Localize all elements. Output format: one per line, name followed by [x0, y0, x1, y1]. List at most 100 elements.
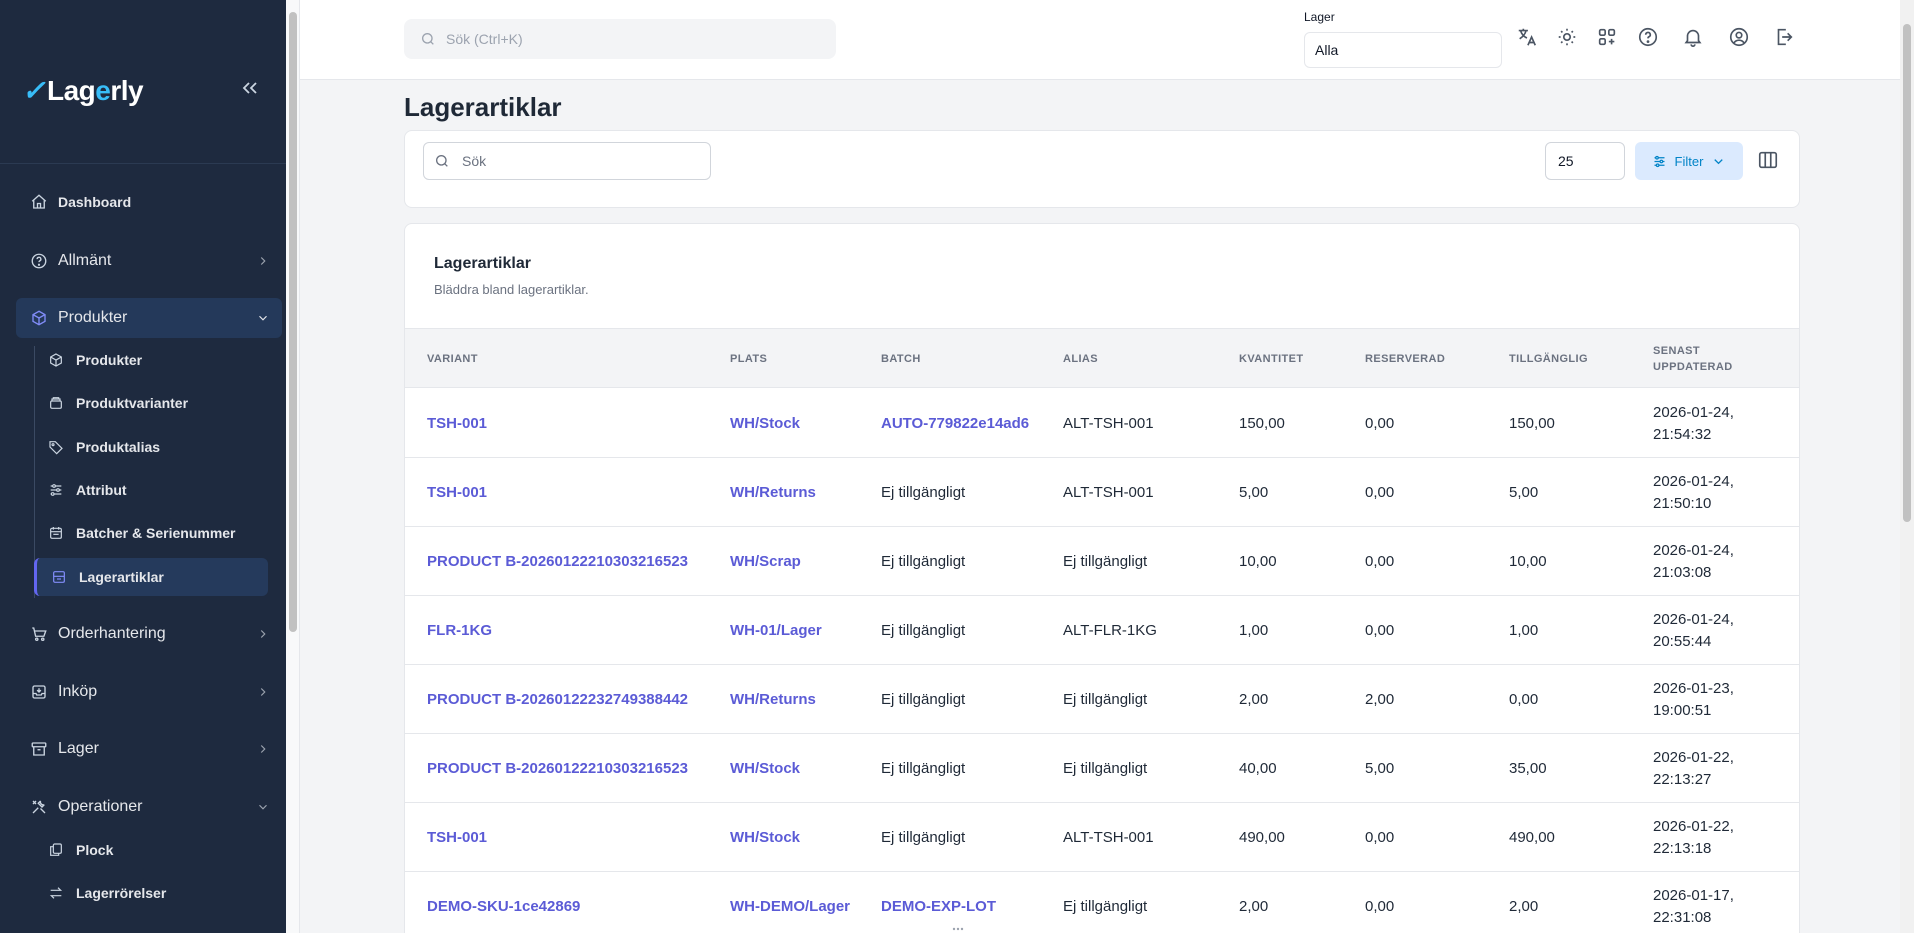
column-header-tillganglig[interactable]: TILLGÄNGLIG: [1509, 353, 1588, 365]
user-circle-icon[interactable]: [1728, 26, 1750, 48]
cell-plats[interactable]: WH/Returns: [730, 483, 816, 501]
sidebar-subitem-plock[interactable]: Plock: [34, 831, 268, 869]
cell-alias: ALT-TSH-001: [1063, 828, 1154, 846]
cell-variant[interactable]: PRODUCT B-20260122210303216523: [427, 552, 689, 570]
cell-plats[interactable]: WH/Stock: [730, 759, 801, 777]
cell-plats[interactable]: WH-DEMO/Lager: [730, 897, 850, 915]
sidebar-subitem-label: Produktalias: [76, 439, 161, 455]
table-row[interactable]: PRODUCT B-20260122232749388442 WH/Returns…: [405, 665, 1799, 734]
sliders-icon: [50, 484, 62, 496]
sun-icon[interactable]: [1556, 26, 1578, 48]
bell-icon[interactable]: [1682, 26, 1704, 48]
cell-variant[interactable]: FLR-1KG: [427, 621, 492, 639]
sidebar-subitem-label: Lagerartiklar: [79, 569, 164, 585]
sidebar-item-operationer[interactable]: Operationer: [16, 787, 282, 827]
sidebar-scrollbar[interactable]: [286, 0, 300, 933]
cell-variant[interactable]: TSH-001: [427, 414, 488, 432]
sidebar-item-produkter[interactable]: Produkter: [16, 298, 282, 338]
cell-alias: Ej tillgängligt: [1063, 552, 1148, 570]
page-scrollbar-thumb[interactable]: [1903, 24, 1911, 522]
sidebar-subitem-produktalias[interactable]: Produktalias: [34, 428, 268, 466]
table-row[interactable]: TSH-001 WH/Stock Ej tillgängligt ALT-TSH-00…: [405, 803, 1799, 872]
table-card-subtitle: Bläddra bland lagerartiklar.: [434, 282, 589, 297]
cell-batch[interactable]: AUTO-779822e14ad6: [881, 414, 1030, 432]
sidebar-subitem-attribut[interactable]: Attribut: [34, 471, 268, 509]
sidebar-subitem-lagerrorelser[interactable]: Lagerrörelser: [34, 874, 268, 912]
table-row[interactable]: PRODUCT B-20260122210303216523 WH/Scrap Ej…: [405, 527, 1799, 596]
chevron-right-icon: [260, 688, 266, 696]
cell-senast-uppdaterad: 2026-01-24, 21:50:10: [1653, 458, 1734, 527]
sidebar-subitem-label: Lagerrörelser: [76, 885, 167, 901]
logo-text-suffix: rly: [110, 74, 144, 106]
app-logo[interactable]: ✓ Lag e rly: [22, 74, 144, 107]
sidebar-subitem-produktvarianter[interactable]: Produktvarianter: [34, 384, 268, 422]
column-header-variant[interactable]: VARIANT: [427, 353, 478, 365]
cell-variant[interactable]: TSH-001: [427, 828, 488, 846]
sidebar-item-label: Allmänt: [58, 252, 112, 269]
cell-variant[interactable]: PRODUCT B-20260122210303216523: [427, 759, 689, 777]
sidebar-item-inkop[interactable]: Inköp: [16, 672, 282, 712]
table-row[interactable]: FLR-1KG WH-01/Lager Ej tillgängligt ALT-FLR…: [405, 596, 1799, 665]
collapse-sidebar-icon[interactable]: [238, 76, 262, 100]
filter-button-label: Filter: [1674, 153, 1704, 169]
cell-reserverad: 0,00: [1365, 621, 1395, 639]
cell-senast-uppdaterad: 2026-01-23, 19:00:51: [1653, 665, 1734, 734]
cell-reserverad: 0,00: [1365, 483, 1395, 501]
table-row[interactable]: TSH-001 WH/Returns Ej tillgängligt ALT-TSH-…: [405, 458, 1799, 527]
apps-add-icon[interactable]: [1596, 26, 1618, 48]
cell-plats[interactable]: WH/Stock: [730, 828, 801, 846]
sidebar-item-allmant[interactable]: Allmänt: [16, 241, 282, 281]
filter-button[interactable]: Filter: [1635, 142, 1743, 180]
layers-box-icon: [50, 397, 62, 409]
sidebar-item-label: Dashboard: [58, 194, 132, 210]
table-row[interactable]: TSH-001 WH/Stock AUTO-779822e14ad6 ALT-TSH-…: [405, 389, 1799, 458]
cell-plats[interactable]: WH-01/Lager: [730, 621, 822, 639]
column-header-batch[interactable]: BATCH: [881, 353, 921, 365]
cell-kvantitet: 1,00: [1239, 621, 1269, 639]
column-header-plats[interactable]: PLATS: [730, 353, 768, 365]
column-header-senast-uppdaterad[interactable]: SENAST UPPDATERAD: [1653, 345, 1733, 373]
cell-plats[interactable]: WH/Returns: [730, 690, 816, 708]
global-search-input[interactable]: Sök (Ctrl+K): [404, 19, 836, 59]
sidebar-item-lager[interactable]: Lager: [16, 729, 282, 769]
table-toolbar: Sök 25 Filter: [404, 130, 1800, 208]
table-search-input[interactable]: Sök: [423, 142, 711, 180]
cell-variant[interactable]: PRODUCT B-20260122232749388442: [427, 690, 689, 708]
page-size-input[interactable]: 25: [1545, 142, 1625, 180]
cell-time: 22:13:27: [1653, 770, 1712, 788]
column-header-alias[interactable]: ALIAS: [1063, 353, 1098, 365]
columns-icon[interactable]: [1757, 149, 1779, 171]
cell-batch: Ej tillgängligt: [881, 690, 966, 708]
warehouse-select[interactable]: Alla: [1304, 32, 1502, 68]
column-header-reserverad[interactable]: RESERVERAD: [1365, 353, 1446, 365]
logout-icon[interactable]: [1773, 26, 1795, 48]
help-circle-icon[interactable]: [1637, 26, 1659, 48]
cell-batch[interactable]: DEMO-EXP-LOT: [881, 897, 996, 915]
cell-reserverad: 0,00: [1365, 552, 1395, 570]
sidebar-scrollbar-thumb[interactable]: [289, 12, 297, 632]
sidebar-subitem-produkter[interactable]: Produkter: [34, 341, 268, 379]
cell-variant[interactable]: DEMO-SKU-1ce42869: [427, 897, 581, 915]
table-row[interactable]: PRODUCT B-20260122210303216523 WH/Stock Ej…: [405, 734, 1799, 803]
sidebar-subitem-batcher[interactable]: Batcher & Serienummer: [34, 514, 268, 552]
sidebar-divider: [0, 163, 286, 164]
page-size-value: 25: [1558, 153, 1574, 169]
column-header-kvantitet[interactable]: KVANTITET: [1239, 353, 1304, 365]
page-scrollbar[interactable]: [1900, 0, 1914, 933]
cell-plats[interactable]: WH/Scrap: [730, 552, 801, 570]
logo-mark-icon: ✓: [22, 75, 45, 106]
sidebar-item-dashboard[interactable]: Dashboard: [16, 184, 282, 220]
table-row[interactable]: DEMO-SKU-1ce42869 WH-DEMO/Lager DEMO-EXP-L…: [405, 872, 1799, 933]
cube-icon: [32, 310, 46, 326]
translate-icon[interactable]: [1516, 26, 1538, 48]
sidebar-item-orderhantering[interactable]: Orderhantering: [16, 614, 282, 654]
sidebar-subitem-lagerartiklar[interactable]: Lagerartiklar: [34, 558, 268, 596]
cell-date: 2026-01-24,: [1653, 472, 1734, 490]
tools-icon: [32, 800, 46, 814]
cell-time: 20:55:44: [1653, 632, 1712, 650]
cell-plats[interactable]: WH/Stock: [730, 414, 801, 432]
resize-handle-icon[interactable]: [948, 924, 968, 933]
cell-alias: Ej tillgängligt: [1063, 897, 1148, 915]
cell-variant[interactable]: TSH-001: [427, 483, 488, 501]
search-icon: [436, 155, 448, 167]
